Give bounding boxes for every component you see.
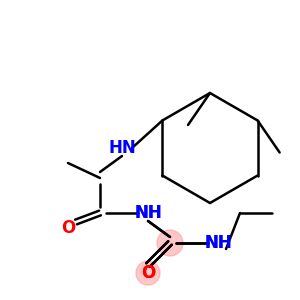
Circle shape bbox=[157, 230, 183, 256]
Text: O: O bbox=[141, 264, 155, 282]
Text: NH: NH bbox=[204, 234, 232, 252]
Text: NH: NH bbox=[204, 234, 232, 252]
Text: NH: NH bbox=[134, 204, 162, 222]
Text: O: O bbox=[61, 219, 75, 237]
Circle shape bbox=[136, 261, 160, 285]
Text: O: O bbox=[141, 264, 155, 282]
Text: HN: HN bbox=[108, 139, 136, 157]
Text: NH: NH bbox=[134, 204, 162, 222]
